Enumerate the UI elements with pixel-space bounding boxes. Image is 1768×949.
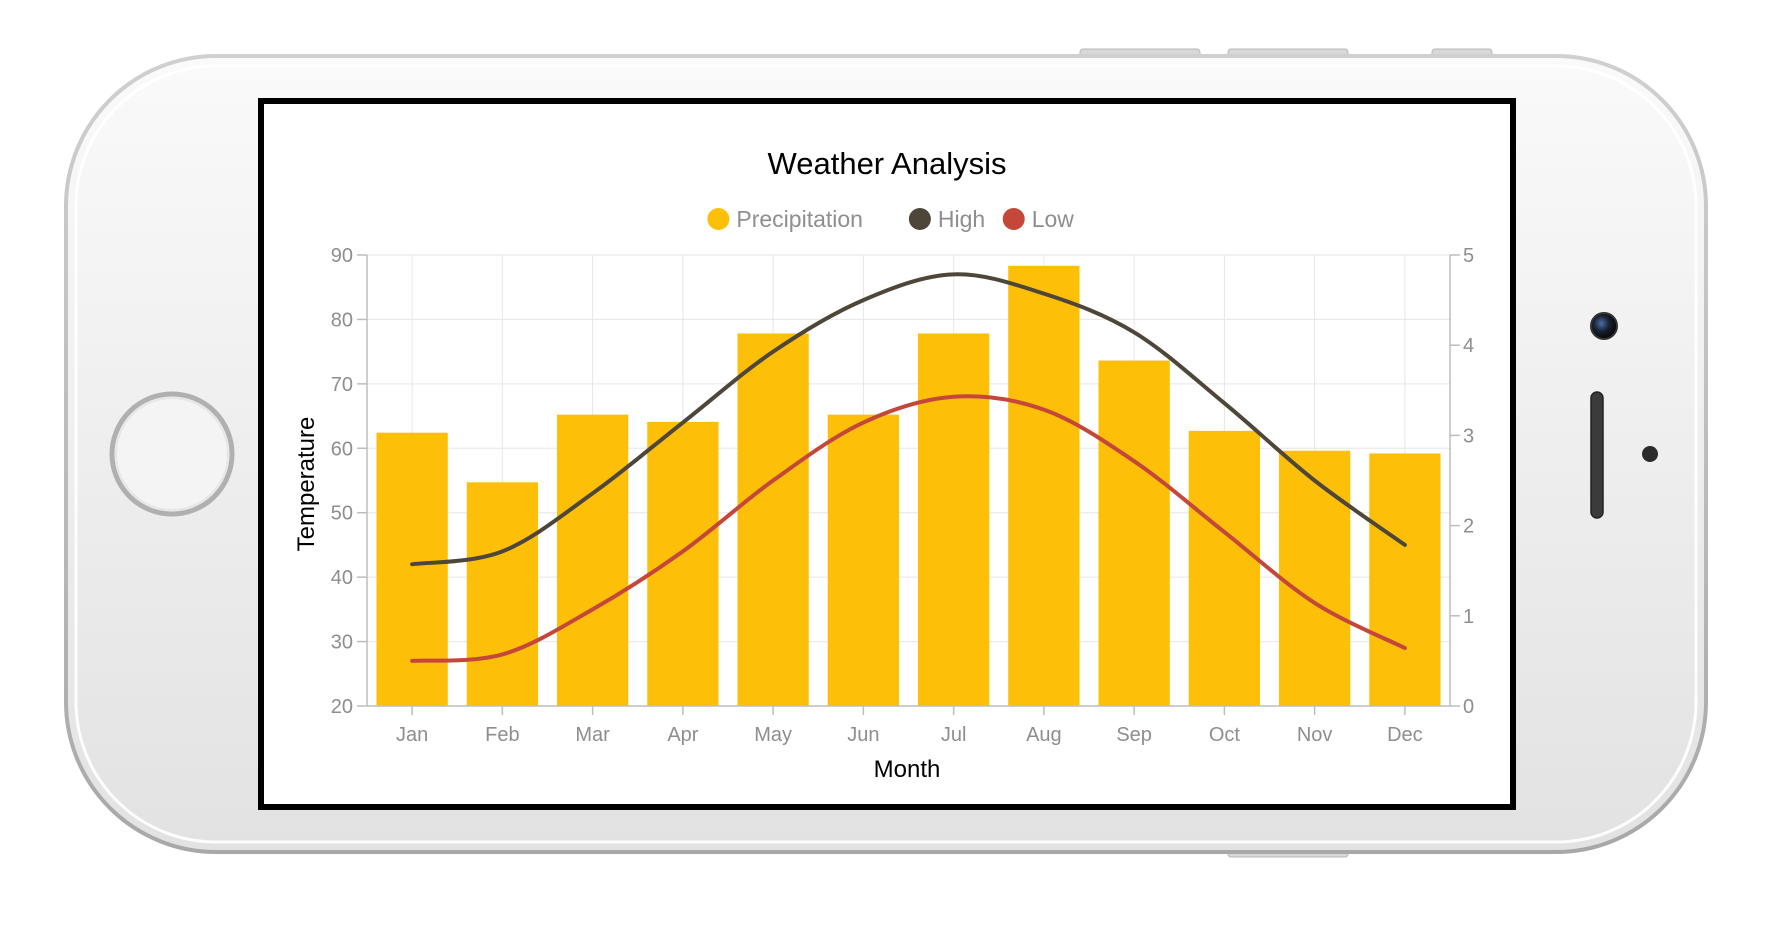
y-axis-left-tick-label: 20 bbox=[331, 696, 353, 718]
y-axis-left-tick-label: 60 bbox=[331, 438, 353, 460]
bar-precipitation-aug bbox=[1008, 265, 1080, 706]
bar-precipitation-oct bbox=[1188, 430, 1261, 706]
home-button-ring-highlight bbox=[115, 397, 229, 511]
y-axis-left-tick-label: 50 bbox=[331, 503, 353, 525]
y-axis-right-tick-label: 0 bbox=[1463, 696, 1474, 718]
y-axis-left-tick-label: 30 bbox=[331, 632, 353, 654]
temperature-lines bbox=[410, 272, 1407, 663]
y-axis-title: Temperature bbox=[293, 417, 320, 552]
legend-label: Precipitation bbox=[736, 206, 863, 232]
legend-item-high[interactable]: High bbox=[908, 206, 985, 232]
x-axis-tick-label: Oct bbox=[1209, 724, 1241, 746]
y-axis-right-tick-label: 1 bbox=[1463, 606, 1474, 628]
legend-item-precipitation[interactable]: Precipitation bbox=[707, 206, 863, 232]
y-axis-right-tick-label: 5 bbox=[1463, 245, 1474, 267]
legend-label: High bbox=[938, 206, 985, 232]
chart-title: Weather Analysis bbox=[768, 146, 1007, 181]
legend-item-low[interactable]: Low bbox=[1002, 206, 1075, 232]
x-axis-tick-label: Jan bbox=[396, 724, 428, 746]
chart-legend: Precipitation High Low bbox=[707, 206, 1074, 232]
x-axis-tick-label: Mar bbox=[575, 724, 610, 746]
y-axis-left-tick-label: 90 bbox=[331, 245, 353, 267]
bar-precipitation-mar bbox=[556, 414, 629, 706]
x-axis-tick-label: Aug bbox=[1026, 724, 1062, 746]
x-axis-tick-label: Feb bbox=[485, 724, 519, 746]
legend-marker-icon bbox=[908, 208, 931, 230]
front-camera-icon bbox=[1590, 312, 1618, 340]
y-axis-right-tick-label: 4 bbox=[1463, 335, 1474, 357]
chart: Weather Analysis Precipitation High Low 20… bbox=[293, 146, 1474, 783]
x-axis-title: Month bbox=[874, 756, 941, 783]
y-axis-left-tick-label: 70 bbox=[331, 374, 353, 396]
chart-axes: 20 30 40 50 60 70 80 90 0 1 2 3 4 5 Jan Feb Mar Apr May Jun… bbox=[331, 245, 1474, 746]
earpiece-speaker bbox=[1590, 391, 1604, 519]
bar-precipitation-jun bbox=[827, 414, 900, 706]
line-high bbox=[410, 272, 1407, 567]
legend-marker-icon bbox=[707, 208, 730, 230]
line-low bbox=[410, 394, 1407, 663]
x-axis-tick-label: Jun bbox=[847, 724, 879, 746]
bar-precipitation-nov bbox=[1278, 450, 1351, 706]
y-axis-right-tick-label: 3 bbox=[1463, 425, 1474, 447]
x-axis-tick-label: Apr bbox=[667, 724, 698, 746]
bar-precipitation-apr bbox=[647, 421, 719, 706]
legend-label: Low bbox=[1032, 206, 1075, 232]
proximity-sensor bbox=[1642, 446, 1658, 462]
y-axis-left-tick-label: 80 bbox=[331, 309, 353, 331]
x-axis-tick-label: May bbox=[754, 724, 792, 746]
x-axis-tick-label: Nov bbox=[1297, 724, 1333, 746]
phone-inner-rim bbox=[74, 64, 1698, 844]
bar-precipitation-may bbox=[737, 333, 809, 706]
x-axis-tick-label: Sep bbox=[1116, 724, 1152, 746]
bar-precipitation-feb bbox=[466, 482, 539, 706]
x-axis-tick-label: Dec bbox=[1387, 724, 1423, 746]
x-axis-tick-label: Jul bbox=[941, 724, 967, 746]
bar-precipitation-sep bbox=[1098, 360, 1170, 706]
home-button[interactable] bbox=[109, 391, 235, 517]
bar-precipitation-jul bbox=[917, 333, 990, 706]
y-axis-left-tick-label: 40 bbox=[331, 567, 353, 589]
bar-precipitation-jan bbox=[376, 432, 448, 706]
legend-marker-icon bbox=[1002, 208, 1025, 230]
y-axis-right-tick-label: 2 bbox=[1463, 516, 1474, 538]
bar-precipitation-dec bbox=[1369, 453, 1441, 706]
precipitation-bars bbox=[376, 265, 1441, 706]
